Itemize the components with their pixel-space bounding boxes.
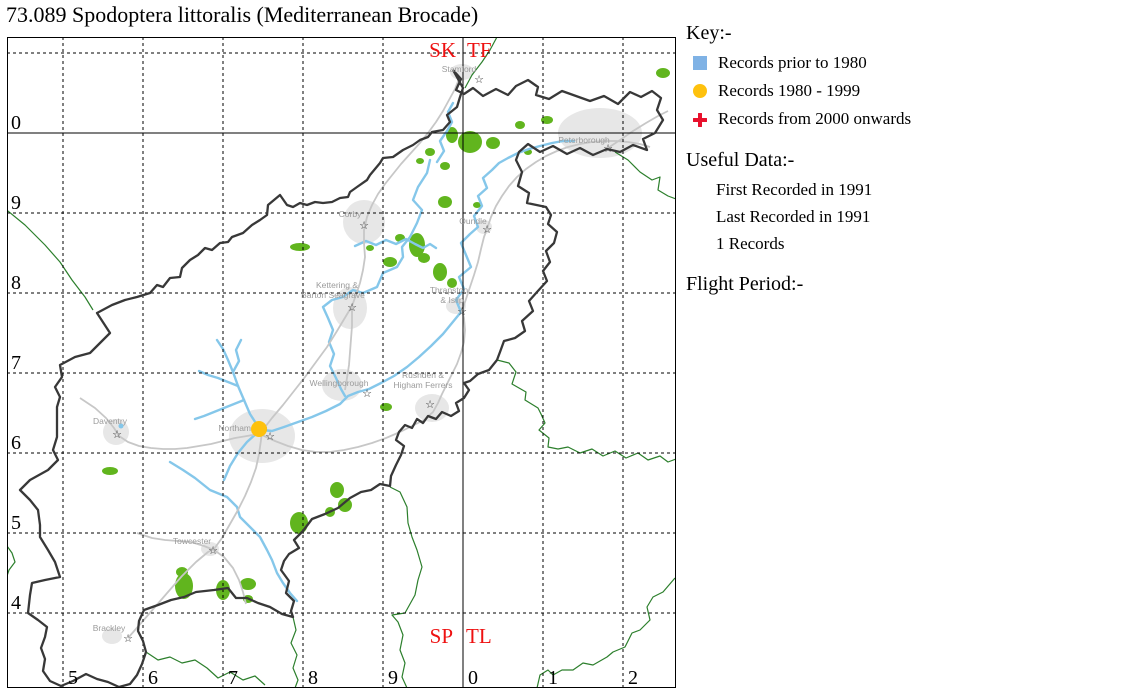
town-star-icon: ☆ — [265, 430, 275, 443]
town-labels: Stamford Peterborough Corby Oundle Kette… — [93, 64, 610, 633]
last-recorded-text: Last Recorded in 1991 — [716, 207, 871, 226]
x-axis-label: 5 — [68, 667, 78, 688]
town-stars: ☆ ☆ ☆ ☆ ☆ ☆ ☆ ☆ ☆ ☆ ☆ ☆ — [112, 73, 613, 645]
record-count-text: 1 Records — [716, 234, 785, 253]
woodland-layer — [102, 68, 670, 603]
x-axis-label: 7 — [228, 667, 238, 688]
town-star-icon: ☆ — [123, 632, 133, 645]
town-star-icon: ☆ — [425, 398, 435, 411]
town-label-wellingborough: Wellingborough — [310, 378, 369, 388]
town-star-icon: ☆ — [362, 387, 372, 400]
town-star-icon: ☆ — [603, 142, 613, 155]
town-label-oundle: Oundle — [459, 216, 487, 226]
sidebar: Key:- Records prior to 1980 Records 1980… — [686, 22, 1124, 300]
town-label-corby: Corby — [339, 209, 362, 219]
town-label-peterborough: Peterborough — [558, 135, 610, 145]
daventry-reservoir — [118, 423, 124, 429]
map-border — [7, 37, 676, 688]
adjacent-county-boundaries — [7, 37, 676, 688]
page-title: 73.089 Spodoptera littoralis (Mediterran… — [6, 2, 479, 27]
town-label-daventry: Daventry — [93, 416, 128, 426]
roads-layer — [79, 78, 669, 639]
x-axis-label: 1 — [548, 667, 558, 688]
red-cross-icon — [692, 112, 708, 128]
useful-data-heading: Useful Data:- — [686, 149, 795, 171]
x-axis-label: 9 — [388, 667, 398, 688]
town-label-rushden-2: Higham Ferrers — [393, 380, 452, 390]
key-item-label: Records from 2000 onwards — [718, 109, 912, 128]
distribution-map: SK TF SP TL 0 9 8 7 6 5 4 5 6 7 8 9 — [7, 37, 676, 688]
y-axis-labels: 0 9 8 7 6 5 4 — [11, 112, 21, 614]
y-axis-label: 9 — [11, 192, 21, 214]
town-star-icon: ☆ — [359, 219, 369, 232]
grid-letters: SK TF SP TL — [429, 38, 492, 648]
town-label-kettering-2: Barton Seagrave — [301, 290, 365, 300]
blue-square-icon — [693, 56, 707, 70]
town-star-icon: ☆ — [482, 223, 492, 236]
town-label-northampton: Northampton — [218, 423, 267, 433]
town-label-stamford: Stamford — [442, 64, 477, 74]
yellow-circle-icon — [693, 84, 707, 98]
grid-letter-tf: TF — [467, 38, 492, 62]
record-marker-1980-1999 — [251, 421, 267, 437]
x-axis-label: 2 — [628, 667, 638, 688]
grid-letter-sk: SK — [429, 38, 456, 62]
first-recorded-text: First Recorded in 1991 — [716, 180, 873, 199]
grid-letter-tl: TL — [466, 624, 492, 648]
y-axis-label: 5 — [11, 512, 21, 534]
town-star-icon: ☆ — [347, 301, 357, 314]
y-axis-label: 4 — [11, 592, 21, 614]
y-axis-label: 6 — [11, 432, 21, 454]
town-label-thrapston-2: & Islip — [440, 295, 463, 305]
y-axis-label: 8 — [11, 272, 21, 294]
flight-period-heading: Flight Period:- — [686, 273, 804, 295]
key-item-label: Records 1980 - 1999 — [718, 81, 861, 100]
y-axis-label: 0 — [11, 112, 21, 134]
x-axis-label: 0 — [468, 667, 478, 688]
key-item-2000-onwards: Records from 2000 onwards — [686, 105, 1124, 133]
town-label-rushden-1: Rushden & — [402, 370, 444, 380]
key-heading: Key:- — [686, 22, 732, 44]
key-item-prior-1980: Records prior to 1980 — [686, 49, 1124, 77]
town-star-icon: ☆ — [474, 73, 484, 86]
x-axis-label: 6 — [148, 667, 158, 688]
y-axis-label: 7 — [11, 352, 21, 374]
rivers-layer — [118, 101, 576, 603]
grid-letter-sp: SP — [430, 624, 453, 648]
town-label-thrapston-1: Thrapston — [430, 285, 469, 295]
town-label-towcester: Towcester — [173, 536, 211, 546]
key-item-label: Records prior to 1980 — [718, 53, 867, 72]
town-star-icon: ☆ — [112, 428, 122, 441]
key-item-1980-1999: Records 1980 - 1999 — [686, 77, 1124, 105]
county-boundary — [18, 69, 665, 688]
x-axis-labels: 5 6 7 8 9 0 1 2 — [68, 667, 638, 688]
town-label-kettering-1: Kettering & — [316, 280, 358, 290]
town-star-icon: ☆ — [457, 305, 467, 318]
town-label-brackley: Brackley — [93, 623, 126, 633]
x-axis-label: 8 — [308, 667, 318, 688]
town-star-icon: ☆ — [208, 544, 218, 557]
